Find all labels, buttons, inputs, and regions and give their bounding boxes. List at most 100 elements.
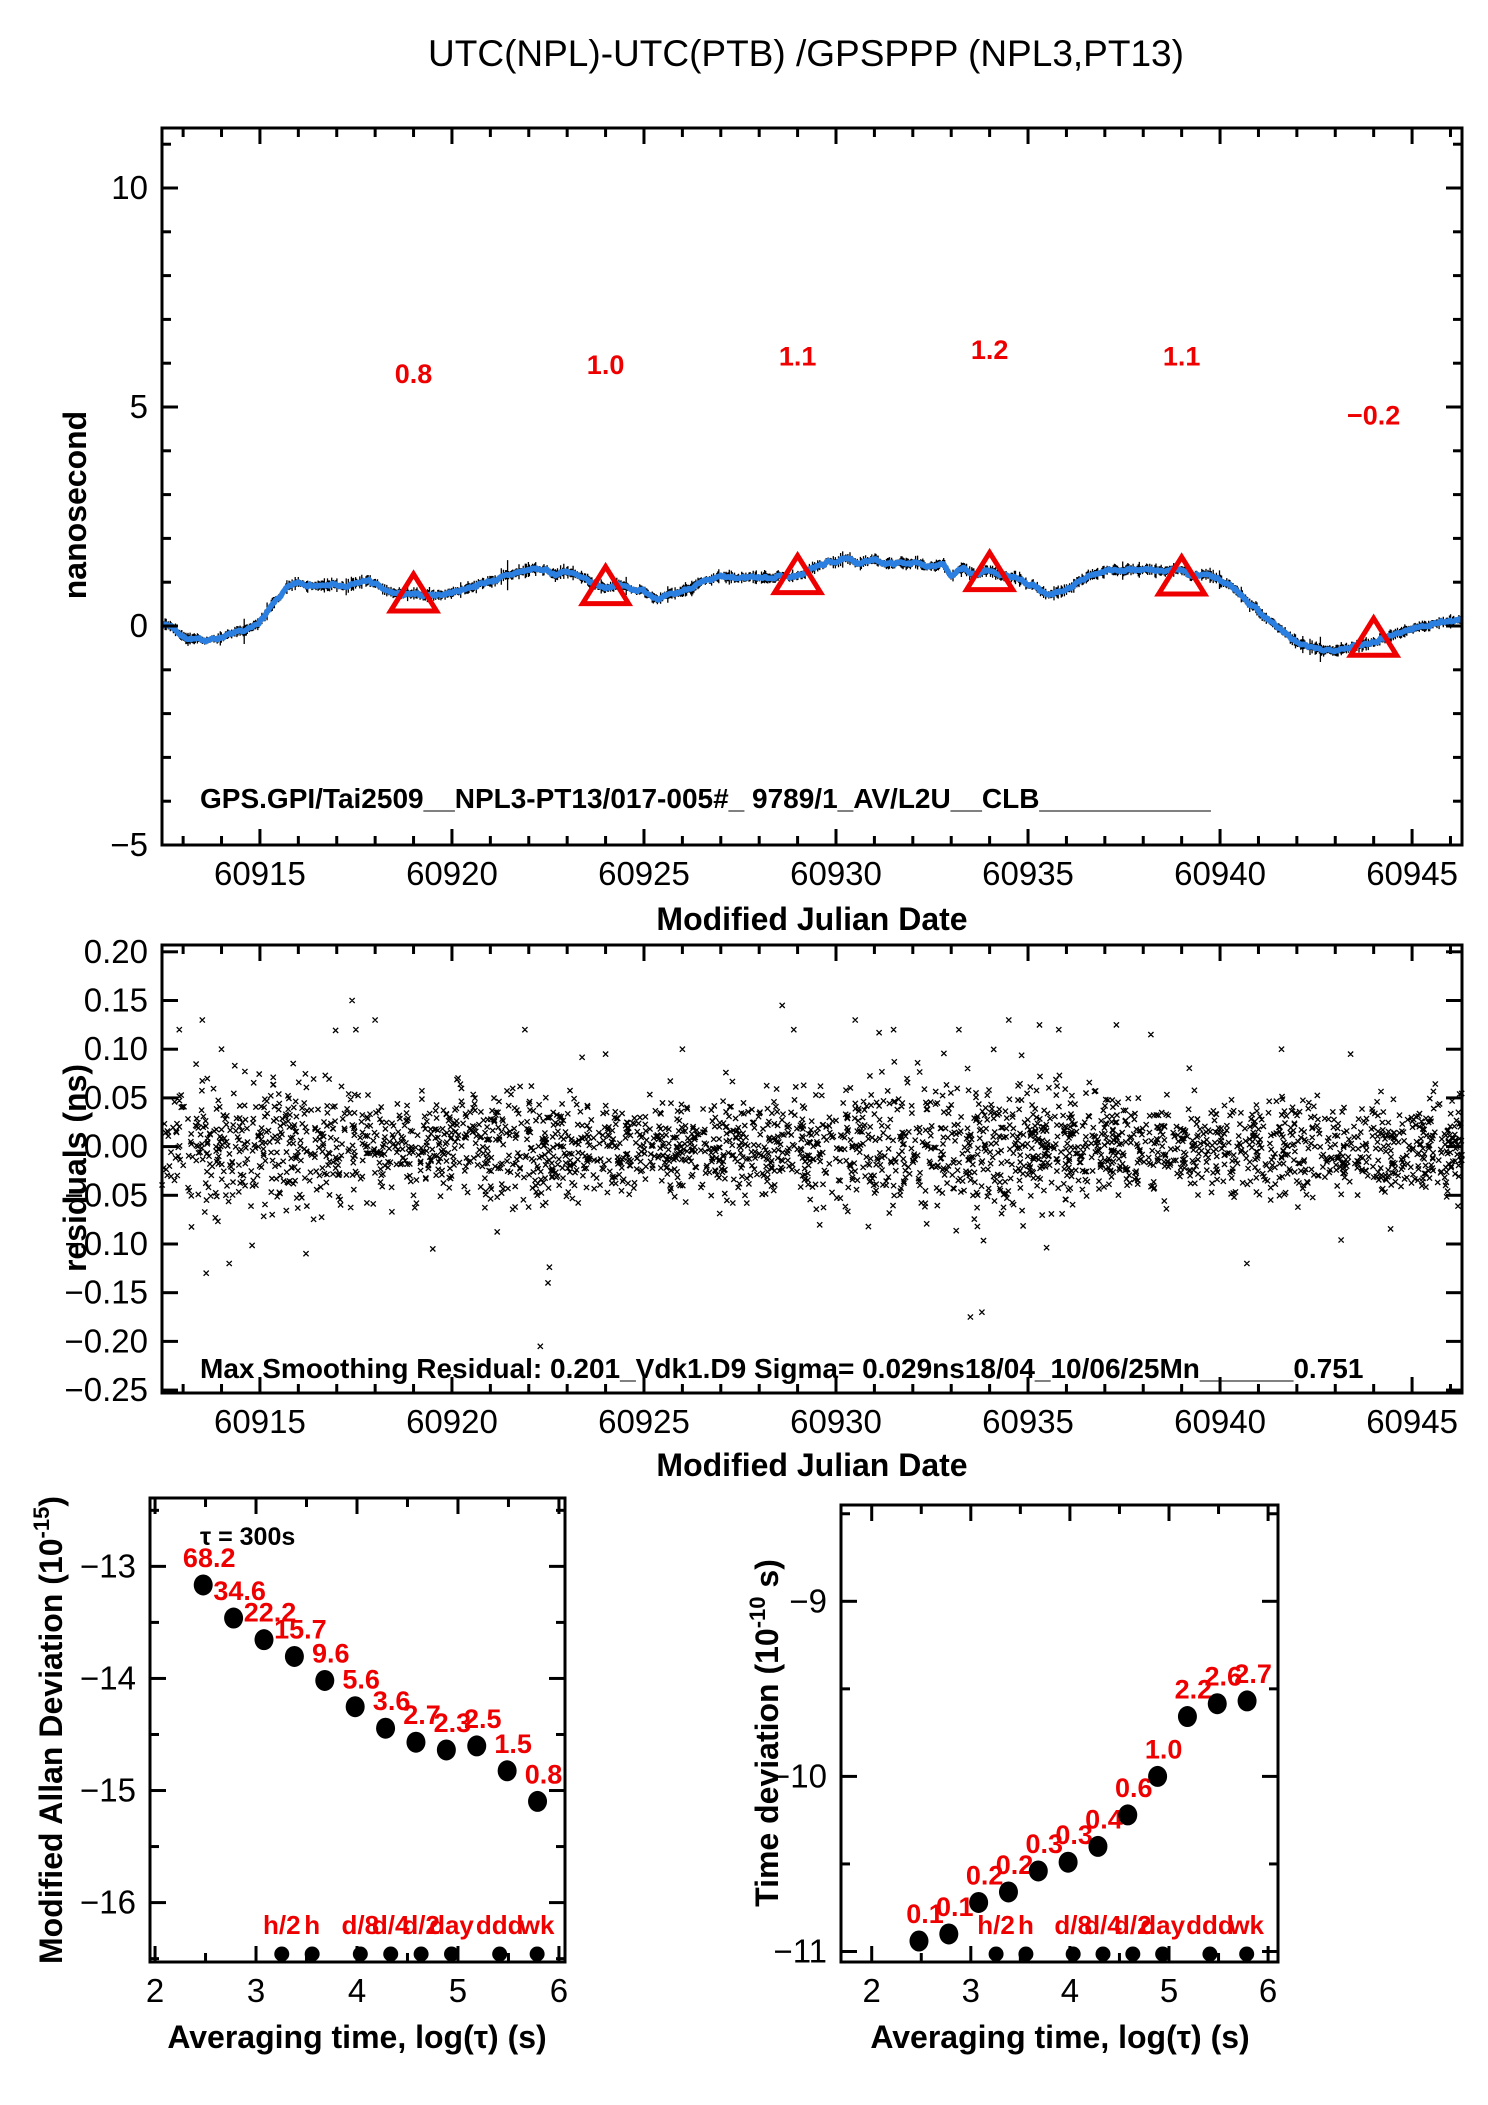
deviation-value-label: 3.6 <box>373 1686 411 1716</box>
deviation-value-label: 0.6 <box>1115 1773 1153 1803</box>
time-unit-dot <box>352 1946 368 1962</box>
deviation-point <box>345 1696 365 1718</box>
time-unit-label: d/2 <box>1114 1910 1152 1940</box>
tdev-x-axis-title: Averaging time, log(τ) (s) <box>870 2019 1249 2055</box>
deviation-point <box>969 1891 989 1913</box>
deviation-value-label: 0.8 <box>525 1759 563 1789</box>
deviation-point <box>406 1731 426 1753</box>
time-unit-dot <box>1095 1946 1111 1962</box>
x-tick-label: 4 <box>348 1972 366 2009</box>
time-unit-label: ddd <box>1186 1910 1234 1940</box>
y-tick-label: 0.10 <box>84 1030 148 1067</box>
mdev-chart: 68.234.622.215.79.65.63.62.72.32.51.50.8… <box>80 1496 568 2009</box>
x-tick-label: 60935 <box>982 855 1074 892</box>
link-value-label: 1.1 <box>779 341 817 371</box>
time-unit-dot <box>383 1946 399 1962</box>
link-value-label: 1.2 <box>971 335 1009 365</box>
y-tick-label: −0.10 <box>65 1225 149 1262</box>
x-tick-label: 5 <box>1160 1972 1178 2009</box>
x-tick-label: 60930 <box>790 1403 882 1440</box>
deviation-value-label: 22.2 <box>244 1598 297 1628</box>
x-tick-label: 2 <box>863 1972 881 2009</box>
x-tick-label: 60920 <box>406 1403 498 1440</box>
residuals-x-axis-title: Modified Julian Date <box>656 1447 967 1483</box>
deviation-value-label: 15.7 <box>274 1614 327 1644</box>
x-tick-label: 6 <box>550 1972 568 2009</box>
y-tick-label: 0.05 <box>84 1079 148 1116</box>
tau-annotation: τ = 300s <box>200 1523 295 1551</box>
x-tick-label: 60925 <box>598 855 690 892</box>
deviation-value-label: 0.4 <box>1085 1804 1123 1834</box>
y-tick-label: −16 <box>80 1884 136 1921</box>
time-unit-label: h <box>304 1910 320 1940</box>
deviation-value-label: 34.6 <box>213 1576 266 1606</box>
y-tick-label: 0 <box>130 607 148 644</box>
time-unit-dot <box>1018 1946 1034 1962</box>
deviation-value-label: 0.1 <box>906 1899 944 1929</box>
x-tick-label: 3 <box>962 1972 980 2009</box>
phase-x-axis-title: Modified Julian Date <box>656 901 967 937</box>
x-tick-label: 60945 <box>1366 855 1458 892</box>
deviation-point <box>254 1629 274 1651</box>
deviation-point <box>467 1735 487 1757</box>
phase-y-axis-title: nanosecond <box>57 411 93 599</box>
time-unit-label: h/2 <box>977 1910 1015 1940</box>
x-tick-label: 2 <box>146 1972 164 2009</box>
mdev-x-axis-title: Averaging time, log(τ) (s) <box>167 2019 546 2055</box>
time-unit-dot <box>1239 1946 1255 1962</box>
deviation-point <box>1207 1693 1227 1715</box>
x-tick-label: 60920 <box>406 855 498 892</box>
calibration-triangle-marker <box>386 569 442 614</box>
deviation-value-label: 1.0 <box>1145 1734 1183 1764</box>
x-tick-label: 3 <box>247 1972 265 2009</box>
time-unit-dot <box>1202 1946 1218 1962</box>
deviation-point <box>1058 1851 1078 1873</box>
residual-points <box>159 997 1465 1350</box>
deviation-value-label: 2.7 <box>403 1700 441 1730</box>
time-unit-label: day <box>429 1910 474 1940</box>
time-unit-dot <box>413 1946 429 1962</box>
deviation-value-label: 2.3 <box>434 1708 472 1738</box>
y-tick-label: 5 <box>130 388 148 425</box>
time-unit-label: d/2 <box>402 1910 440 1940</box>
y-tick-label: 10 <box>111 169 148 206</box>
deviation-value-label: 0.2 <box>966 1860 1004 1890</box>
deviation-point <box>284 1645 304 1667</box>
x-tick-label: 5 <box>449 1972 467 2009</box>
deviation-value-label: 2.5 <box>464 1704 502 1734</box>
link-value-label: −0.2 <box>1347 401 1400 431</box>
time-unit-dot <box>444 1946 460 1962</box>
calibration-triangle-marker <box>770 550 826 596</box>
y-tick-label: −15 <box>80 1772 136 1809</box>
time-unit-label: d/4 <box>1084 1910 1122 1940</box>
x-tick-label: 60925 <box>598 1403 690 1440</box>
y-tick-label: −0.20 <box>65 1322 149 1359</box>
deviation-point <box>1028 1860 1048 1882</box>
y-tick-label: −9 <box>789 1582 827 1619</box>
calibration-triangle-marker <box>1346 613 1402 658</box>
time-unit-dot <box>492 1946 508 1962</box>
time-unit-label: ddd <box>476 1910 524 1940</box>
phase-chart: 0.8 1.0 1.1 1.2 1.1 −0.2 60915 60920 60925 60930 6… <box>110 126 1464 892</box>
deviation-point <box>497 1760 517 1782</box>
time-unit-label: h/2 <box>263 1910 301 1940</box>
tdev-chart: 0.10.10.20.20.30.30.40.61.02.22.62.7h/2 h… <box>771 1503 1280 2009</box>
time-unit-label: day <box>1140 1910 1185 1940</box>
time-unit-dot <box>529 1946 545 1962</box>
deviation-value-label: 2.7 <box>1234 1659 1272 1689</box>
deviation-value-label: 0.1 <box>936 1892 974 1922</box>
x-tick-label: 6 <box>1259 1972 1277 2009</box>
time-unit-label: h <box>1018 1910 1034 1940</box>
deviation-point <box>436 1739 456 1761</box>
y-tick-label: −0.05 <box>65 1176 149 1213</box>
deviation-value-label: 0.2 <box>996 1850 1034 1880</box>
x-tick-label: 60930 <box>790 855 882 892</box>
y-tick-label: −13 <box>80 1547 136 1584</box>
deviation-point <box>939 1923 959 1945</box>
deviation-point <box>1237 1690 1257 1712</box>
time-unit-dot <box>988 1946 1004 1962</box>
smoothed-line <box>160 555 1464 655</box>
time-unit-dot <box>304 1946 320 1962</box>
